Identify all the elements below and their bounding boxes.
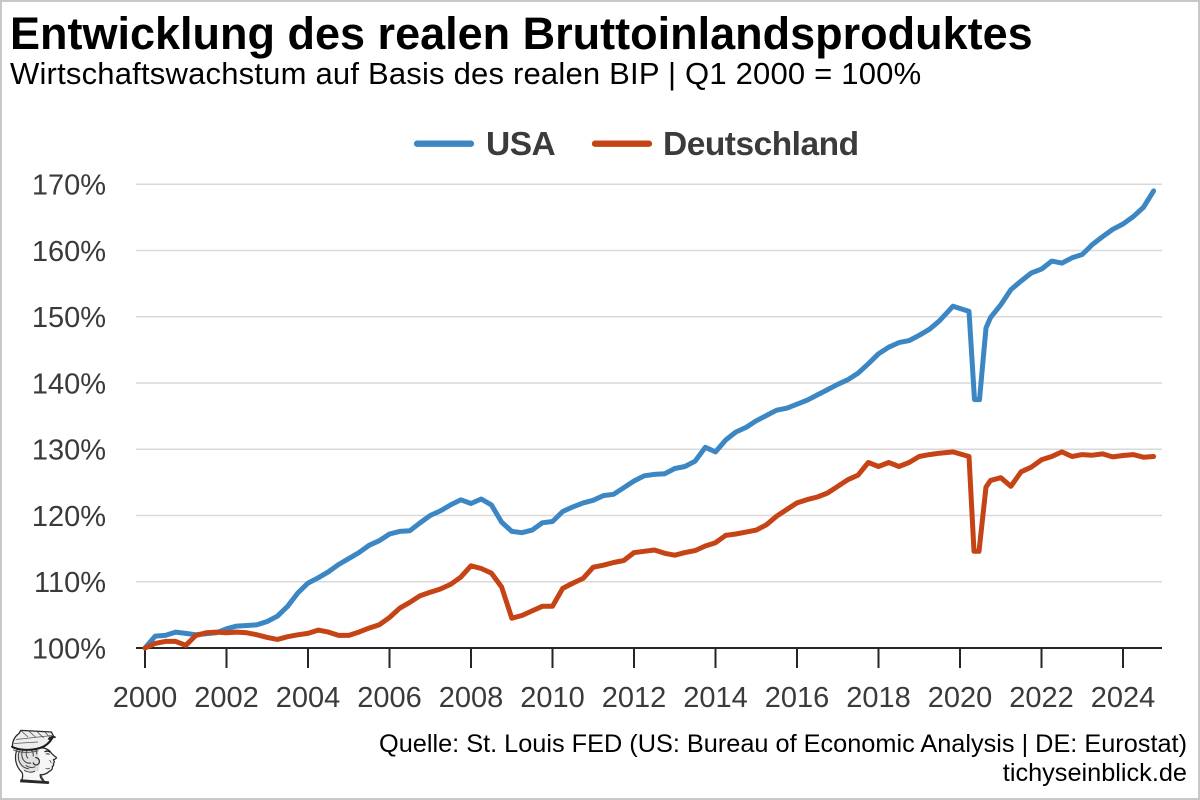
svg-text:Wirtschaftswachstum auf Basis: Wirtschaftswachstum auf Basis des realen… — [10, 56, 921, 91]
svg-text:2024: 2024 — [1091, 682, 1156, 714]
svg-text:2020: 2020 — [928, 682, 993, 714]
svg-text:2022: 2022 — [1009, 682, 1074, 714]
svg-text:Entwicklung des realen Bruttoi: Entwicklung des realen Bruttoinlandsprod… — [10, 8, 1033, 59]
svg-text:2018: 2018 — [846, 682, 911, 714]
svg-text:100%: 100% — [32, 633, 106, 665]
svg-text:2008: 2008 — [439, 682, 504, 714]
svg-text:150%: 150% — [32, 302, 106, 334]
svg-text:110%: 110% — [34, 567, 106, 599]
svg-text:130%: 130% — [32, 435, 106, 467]
svg-text:2006: 2006 — [357, 682, 422, 714]
svg-text:2002: 2002 — [194, 682, 259, 714]
svg-text:tichyseinblick.de: tichyseinblick.de — [1003, 759, 1187, 787]
svg-text:2004: 2004 — [276, 682, 341, 714]
svg-text:120%: 120% — [32, 501, 106, 533]
svg-text:USA: USA — [486, 126, 556, 163]
svg-text:2010: 2010 — [520, 682, 585, 714]
svg-text:Quelle: St. Louis FED (US: Bur: Quelle: St. Louis FED (US: Bureau of Eco… — [379, 730, 1187, 758]
svg-text:2000: 2000 — [113, 682, 178, 714]
svg-text:140%: 140% — [32, 368, 106, 400]
svg-text:2014: 2014 — [683, 682, 748, 714]
svg-text:Deutschland: Deutschland — [663, 126, 859, 163]
svg-text:2012: 2012 — [602, 682, 667, 714]
svg-text:170%: 170% — [32, 170, 106, 202]
svg-text:2016: 2016 — [765, 682, 830, 714]
svg-text:160%: 160% — [32, 236, 106, 268]
